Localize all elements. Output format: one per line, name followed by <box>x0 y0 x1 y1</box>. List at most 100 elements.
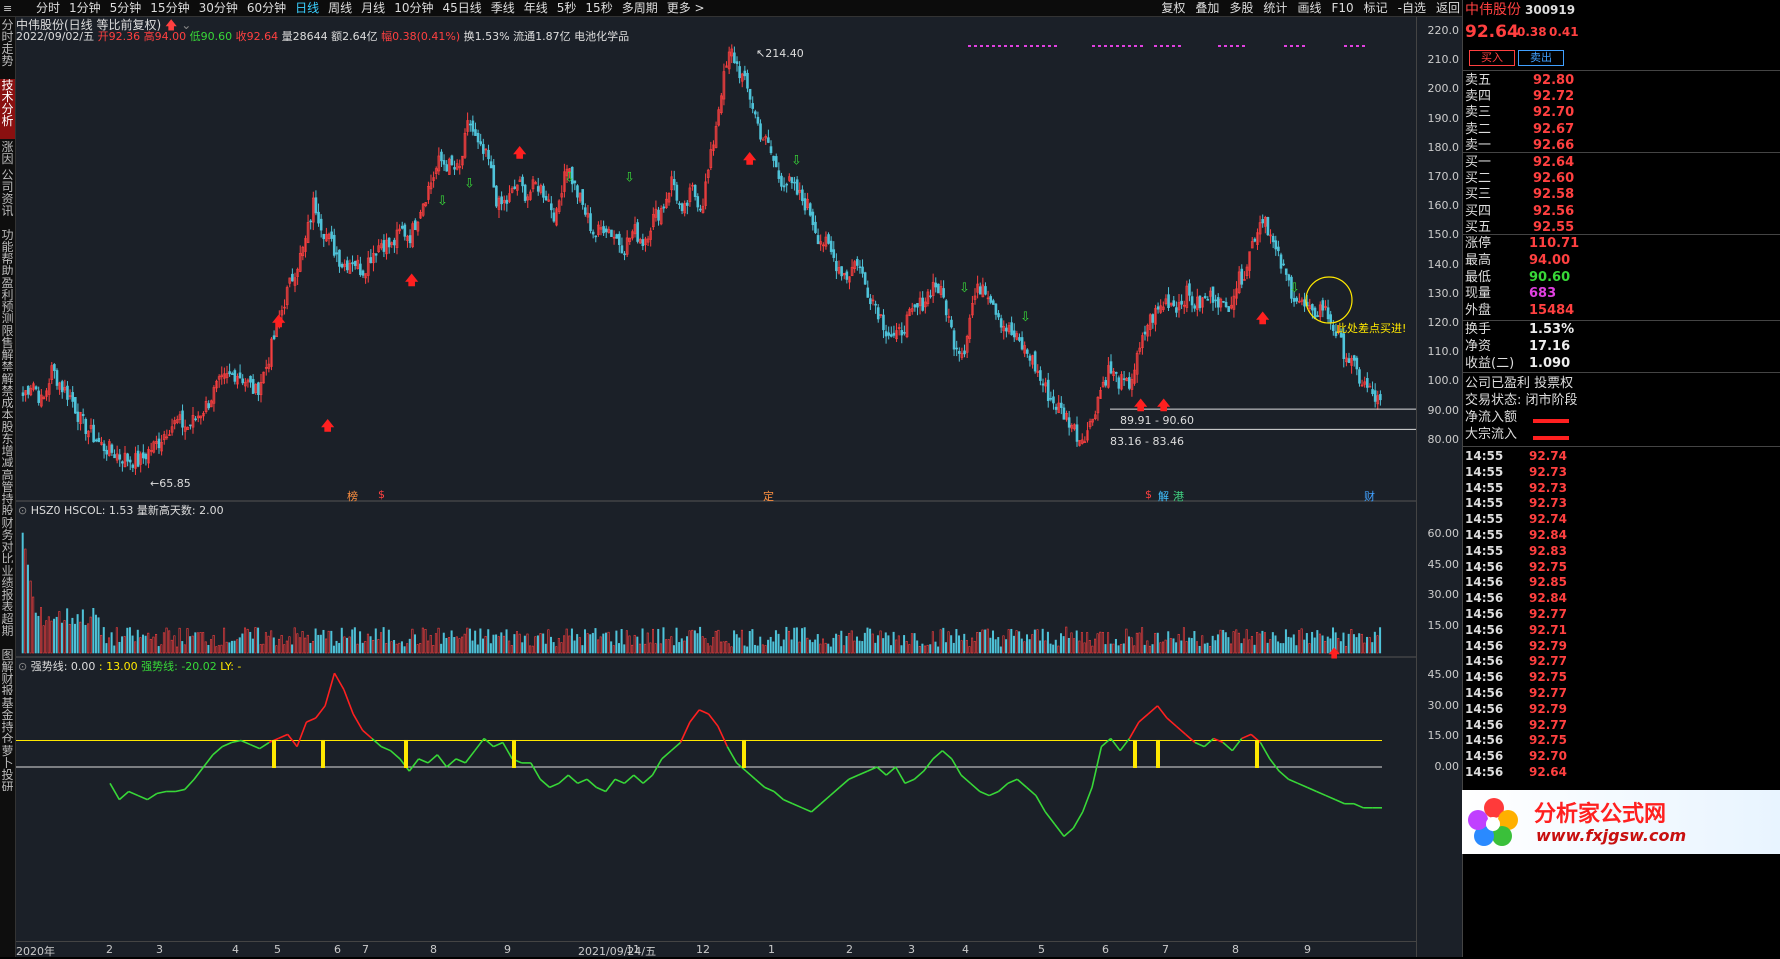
timeframe-tab[interactable]: 1分钟 <box>69 1 101 15</box>
sidebar-tab[interactable]: 高管持股 <box>1 469 14 515</box>
timeframe-tab[interactable]: 60分钟 <box>246 1 287 15</box>
timeframe-tab[interactable]: 分时 <box>36 1 61 15</box>
strength-line-segment <box>651 758 663 776</box>
strength-line-segment <box>502 742 513 760</box>
timeframe-tab[interactable]: 周线 <box>328 1 353 15</box>
candle-body <box>202 412 205 417</box>
sidebar-tab[interactable]: 限售解禁 <box>1 325 14 371</box>
timeframe-tab[interactable]: 30分钟 <box>198 1 238 15</box>
sidebar-tab[interactable]: 盈利预测 <box>1 277 14 323</box>
tool-button[interactable]: 返回 <box>1435 1 1460 15</box>
book-row[interactable]: 卖二 92.67 <box>1463 122 1780 138</box>
candle-body <box>238 372 242 379</box>
book-row[interactable]: 卖三 92.70 <box>1463 105 1780 121</box>
strength-line-segment <box>436 754 448 768</box>
dropdown-icon[interactable]: ⌄ <box>181 18 192 32</box>
book-row[interactable]: 买一 92.64 <box>1463 155 1780 171</box>
sidebar-tab[interactable]: 股东增减 <box>1 421 14 467</box>
chart-area[interactable]: 中伟股份(日线 等比前复权) 🡅 ⌄ 2022/09/02/五 开92.36 高… <box>16 17 1416 958</box>
sell-arrow-icon: ⇩ <box>1289 281 1300 296</box>
event-marker[interactable]: $ <box>1145 488 1152 501</box>
vol-axis-label: 15.00 <box>1427 618 1460 632</box>
tool-button[interactable]: F10 <box>1331 1 1354 15</box>
sidebar-tab[interactable]: 解禁成本 <box>1 373 14 419</box>
tool-button[interactable]: 画线 <box>1297 1 1322 15</box>
event-marker[interactable]: 定 <box>763 490 774 503</box>
book-row[interactable]: 买五 92.55 <box>1463 220 1780 236</box>
volume-bar <box>45 620 48 654</box>
timeframe-tab[interactable]: 5分钟 <box>109 1 142 15</box>
timeframe-tab[interactable]: 年线 <box>523 1 548 15</box>
tool-button[interactable]: 多股 <box>1229 1 1254 15</box>
sidebar-tab[interactable]: 超期 <box>1 613 14 638</box>
volume-bar <box>1363 642 1366 654</box>
tick-price: 92.73 <box>1529 496 1567 511</box>
timeframe-tab[interactable]: 月线 <box>361 1 386 15</box>
collapse-icon[interactable]: ⊙ <box>18 660 28 673</box>
book-row[interactable]: 买四 92.56 <box>1463 204 1780 220</box>
sidebar-tab[interactable]: 业绩报表 <box>1 565 14 611</box>
sidebar-tab[interactable]: 分时走势 <box>1 19 14 68</box>
buy-button[interactable]: 买入 <box>1469 50 1515 66</box>
menu-icon[interactable]: ≡ <box>3 2 13 15</box>
volume-bar <box>403 646 406 654</box>
tool-button[interactable]: -自选 <box>1397 1 1426 15</box>
candle-body <box>510 188 514 193</box>
volume-bar <box>128 627 131 654</box>
candle-body <box>971 303 974 316</box>
tool-button[interactable]: 叠加 <box>1195 1 1220 15</box>
price-chart-svg[interactable]: 🡅🡅🡅🡅 🡅🡅 🡅🡅⇩⇩ ⇩ ⇩⇩⇩⇩⇩🡅 <box>16 17 1416 957</box>
event-marker[interactable]: 港 <box>1173 490 1184 503</box>
tool-button[interactable]: 标记 <box>1363 1 1388 15</box>
event-marker[interactable]: 解 <box>1158 490 1169 503</box>
sidebar-tab[interactable]: 财务对比 <box>1 517 14 563</box>
tool-button[interactable]: 统计 <box>1263 1 1288 15</box>
sidebar-tab[interactable]: 技术分析 <box>0 79 15 139</box>
candle-body <box>353 260 357 266</box>
volume-bar <box>424 629 427 654</box>
candle-body <box>29 387 33 396</box>
candle-body <box>123 452 127 468</box>
sidebar-tab[interactable]: 基金持仓 <box>1 697 14 743</box>
book-row[interactable]: 买三 92.58 <box>1463 187 1780 203</box>
sell-button[interactable]: 卖出 <box>1518 50 1564 66</box>
event-marker[interactable]: 榜 <box>347 490 358 503</box>
book-row[interactable]: 卖一 92.66 <box>1463 138 1780 154</box>
signal-dot <box>992 45 995 47</box>
candle-body <box>199 415 203 419</box>
timeframe-tab[interactable]: 季线 <box>490 1 515 15</box>
volume-bar <box>955 629 958 654</box>
volume-bar <box>126 627 129 654</box>
book-row[interactable]: 卖四 92.72 <box>1463 89 1780 105</box>
candle-body <box>168 434 171 436</box>
event-marker[interactable]: $ <box>378 488 385 501</box>
collapse-icon[interactable]: ⊙ <box>18 504 28 517</box>
sidebar-tab[interactable]: 涨因 <box>1 141 14 166</box>
tool-button[interactable]: 复权 <box>1161 1 1186 15</box>
timeframe-tab[interactable]: 15分钟 <box>150 1 190 15</box>
timeframe-tab[interactable]: 10分钟 <box>394 1 434 15</box>
sidebar-tab[interactable]: 公司资讯 <box>1 169 14 218</box>
timeframe-tab[interactable]: 日线 <box>295 1 320 15</box>
signal-dot <box>1036 45 1039 47</box>
strength-line-segment <box>1175 725 1187 735</box>
event-marker[interactable]: 财 <box>1364 490 1375 503</box>
sidebar-tab[interactable]: 萝卜投研 <box>1 745 14 791</box>
timeframe-tab[interactable]: 45日线 <box>442 1 482 15</box>
volume-bar <box>824 642 827 654</box>
timeframe-tab[interactable]: 更多 > <box>666 1 705 15</box>
candle-body <box>1188 283 1191 296</box>
sidebar-tab[interactable]: 图解财报 <box>1 649 14 695</box>
candle-body <box>1363 381 1366 385</box>
book-row[interactable]: 买二 92.60 <box>1463 171 1780 187</box>
timeframe-tab[interactable]: 15秒 <box>585 1 613 15</box>
signal-dot <box>1110 45 1113 47</box>
volume-bar <box>1224 632 1227 654</box>
timeframe-tab[interactable]: 多周期 <box>621 1 658 15</box>
strength-line-segment <box>969 782 981 793</box>
candle-body <box>717 109 720 126</box>
timeframe-tab[interactable]: 5秒 <box>556 1 577 15</box>
book-row[interactable]: 卖五 92.80 <box>1463 73 1780 89</box>
volume-bar <box>1355 637 1358 654</box>
sidebar-tab[interactable]: 功能帮助 <box>1 229 14 275</box>
